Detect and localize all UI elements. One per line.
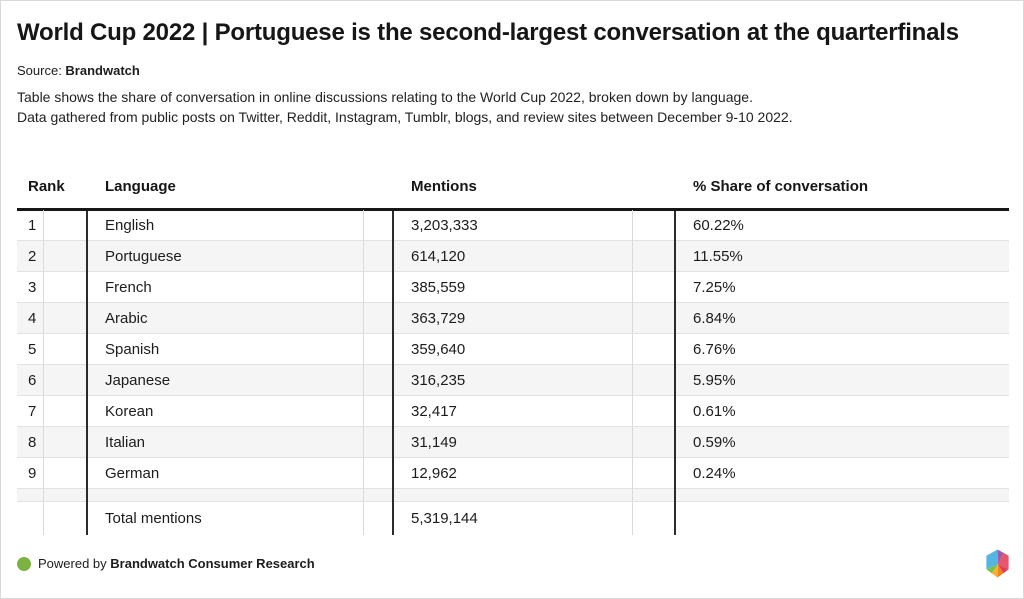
powered-by-footer: Powered by Brandwatch Consumer Research xyxy=(17,556,315,571)
powered-by-text: Powered by Brandwatch Consumer Research xyxy=(38,556,315,571)
cell-mentions: 5,319,144 xyxy=(392,501,675,535)
cell-share: 0.24% xyxy=(674,457,1009,489)
source-line: Source: Brandwatch xyxy=(17,63,1007,78)
column-header-rank: Rank xyxy=(17,166,87,211)
table-body: 1 English 3,203,333 60.22% 2 Portuguese 614,12… xyxy=(17,209,1009,535)
cell-share: 6.84% xyxy=(674,302,1009,334)
description: Table shows the share of conversation in… xyxy=(17,87,1007,127)
cell-rank: 6 xyxy=(28,371,37,389)
cell-rank: 9 xyxy=(28,464,37,482)
cell-share: 7.25% xyxy=(674,271,1009,303)
cell-rank: 8 xyxy=(28,433,37,451)
source-name: Brandwatch xyxy=(65,63,140,78)
mentions-column-divider xyxy=(632,210,633,535)
cell-mentions: 12,962 xyxy=(392,457,675,489)
cell-mentions: 316,235 xyxy=(392,364,675,396)
cell-share: 5.95% xyxy=(674,364,1009,396)
source-prefix: Source: xyxy=(17,63,66,78)
powered-by-name: Brandwatch Consumer Research xyxy=(110,556,315,571)
language-share-table: Rank Language Mentions % Share of conver… xyxy=(17,166,1009,535)
table-row: 1 English 3,203,333 60.22% xyxy=(17,209,1009,241)
cell-mentions: 363,729 xyxy=(392,302,675,334)
cell-mentions xyxy=(392,488,675,502)
cell-language xyxy=(86,488,393,502)
brandwatch-dot-icon xyxy=(17,556,31,571)
cell-language: Korean xyxy=(86,395,393,427)
cell-mentions: 3,203,333 xyxy=(392,209,675,241)
cell-language: Italian xyxy=(86,426,393,458)
cell-rank: 1 xyxy=(28,217,37,234)
cell-language: English xyxy=(86,209,393,241)
rank-column-divider xyxy=(43,210,44,535)
cell-language: Japanese xyxy=(86,364,393,396)
cell-rank: 2 xyxy=(28,247,37,265)
column-header-mentions: Mentions xyxy=(393,166,675,211)
spacer-row xyxy=(17,488,1009,502)
cell-rank: 3 xyxy=(28,278,37,296)
cell-rank xyxy=(17,502,87,535)
powered-by-prefix: Powered by xyxy=(38,556,111,571)
page-title: World Cup 2022 | Portuguese is the secon… xyxy=(17,19,959,46)
cell-rank: 4 xyxy=(28,309,37,327)
description-line-1: Table shows the share of conversation in… xyxy=(17,89,753,105)
table-row: 3 French 385,559 7.25% xyxy=(17,271,1009,303)
cell-mentions: 359,640 xyxy=(392,333,675,365)
cell-language: German xyxy=(86,457,393,489)
total-row: Total mentions 5,319,144 xyxy=(17,501,1009,535)
conversation-table: Rank Language Mentions % Share of conver… xyxy=(17,166,1009,535)
cell-language: Spanish xyxy=(86,333,393,365)
brandwatch-logo-icon xyxy=(986,549,1009,578)
cell-share: 11.55% xyxy=(674,240,1009,272)
infographic-card: World Cup 2022 | Portuguese is the secon… xyxy=(1,18,1023,578)
table-row: 8 Italian 31,149 0.59% xyxy=(17,426,1009,458)
cell-language: French xyxy=(86,271,393,303)
cell-share: 0.61% xyxy=(674,395,1009,427)
cell-mentions: 614,120 xyxy=(392,240,675,272)
cell-mentions: 385,559 xyxy=(392,271,675,303)
table-header-row: Rank Language Mentions % Share of conver… xyxy=(17,166,1009,211)
cell-share: 60.22% xyxy=(674,209,1009,241)
table-header: Rank Language Mentions % Share of conver… xyxy=(17,166,1009,211)
table-row: 4 Arabic 363,729 6.84% xyxy=(17,302,1009,334)
table-row: 9 German 12,962 0.24% xyxy=(17,457,1009,489)
table-row: 7 Korean 32,417 0.61% xyxy=(17,395,1009,427)
cell-mentions: 31,149 xyxy=(392,426,675,458)
cell-rank: 7 xyxy=(28,402,37,420)
table-row: 2 Portuguese 614,120 11.55% xyxy=(17,240,1009,272)
cell-mentions: 32,417 xyxy=(392,395,675,427)
cell-language: Arabic xyxy=(86,302,393,334)
language-column-divider xyxy=(363,210,364,535)
cell-rank: 5 xyxy=(28,340,37,358)
table-row: 6 Japanese 316,235 5.95% xyxy=(17,364,1009,396)
description-line-2: Data gathered from public posts on Twitt… xyxy=(17,109,793,125)
cell-language: Total mentions xyxy=(86,501,393,535)
cell-share xyxy=(674,488,1009,502)
table-row: 5 Spanish 359,640 6.76% xyxy=(17,333,1009,365)
column-header-language: Language xyxy=(87,166,393,211)
cell-language: Portuguese xyxy=(86,240,393,272)
cell-rank xyxy=(17,489,87,502)
column-header-share: % Share of conversation xyxy=(675,166,1009,211)
cell-share: 6.76% xyxy=(674,333,1009,365)
cell-share xyxy=(674,501,1009,535)
cell-share: 0.59% xyxy=(674,426,1009,458)
